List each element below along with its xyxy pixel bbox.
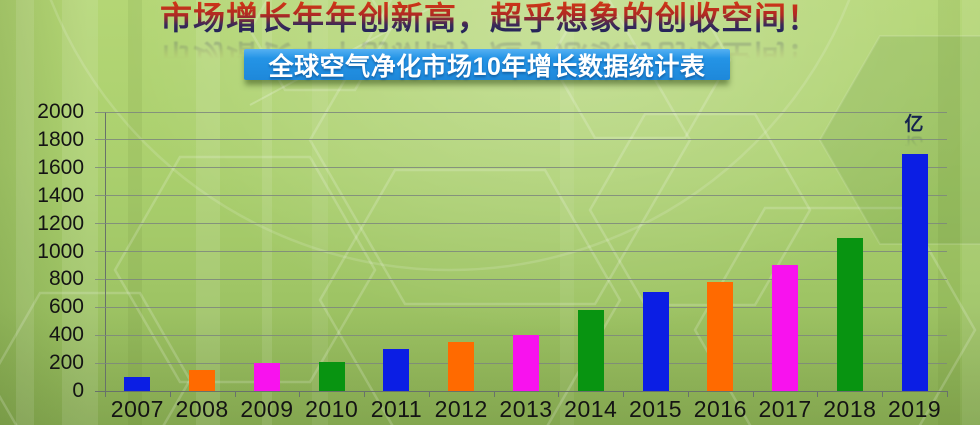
- x-axis-tick: [947, 391, 948, 397]
- bar-2010: [318, 361, 345, 391]
- gridline-600: [95, 306, 947, 308]
- background-stripe: [962, 0, 980, 425]
- y-axis-label: 600: [48, 295, 84, 319]
- x-axis-tick: [493, 391, 495, 397]
- y-axis-label: 2000: [37, 100, 84, 123]
- bar-2017: [772, 265, 799, 391]
- bar-2013: [513, 335, 539, 391]
- bar-2019: [901, 153, 928, 391]
- x-axis-label: 2016: [693, 396, 747, 422]
- y-axis-label: 1400: [37, 183, 84, 207]
- x-axis-label: 2018: [823, 396, 877, 422]
- gridline-1400: [95, 195, 947, 197]
- bar-2018: [836, 237, 863, 391]
- y-axis-label: 1000: [37, 239, 84, 263]
- y-axis-label: 1800: [37, 127, 84, 151]
- x-axis-tick: [299, 391, 301, 397]
- bar-2014: [577, 310, 604, 391]
- x-axis-tick: [687, 391, 689, 397]
- x-axis-label: 2012: [434, 396, 488, 422]
- unit-label: 亿: [904, 114, 924, 135]
- background-stripe: [128, 0, 142, 425]
- x-axis-label: 2010: [305, 396, 359, 422]
- bar-2007: [124, 377, 151, 391]
- gridline-1200: [95, 223, 947, 225]
- x-axis-tick: [105, 391, 106, 397]
- x-axis-tick: [752, 391, 754, 397]
- headline: 市场增长年年创新高，超乎想象的创收空间！: [0, 0, 980, 37]
- gridline-2000: [95, 111, 947, 113]
- y-axis-line: [105, 112, 106, 397]
- x-axis-tick: [882, 391, 884, 397]
- bar-2012: [448, 342, 475, 391]
- gridline-1800: [95, 139, 947, 141]
- chart-title-banner: 全球空气净化市场10年增长数据统计表: [244, 49, 730, 81]
- x-axis-tick: [364, 391, 366, 397]
- background-stripe: [560, 0, 574, 425]
- x-axis-label: 2011: [370, 396, 423, 422]
- x-axis-label: 2013: [499, 396, 553, 422]
- x-axis-label: 2017: [758, 396, 812, 422]
- x-axis-label: 2008: [175, 396, 229, 422]
- x-axis-label: 2019: [888, 396, 942, 422]
- x-axis-label: 2007: [110, 396, 164, 422]
- x-axis-label: 2014: [564, 396, 618, 422]
- background-stripe: [16, 0, 34, 425]
- y-axis-label: 0: [72, 379, 84, 402]
- bar-2011: [383, 349, 410, 391]
- x-axis-label: 2009: [240, 396, 294, 422]
- gridline-0: [95, 390, 947, 392]
- background-stripe: [62, 0, 98, 425]
- x-axis-tick: [817, 391, 819, 397]
- x-axis-tick: [623, 391, 625, 397]
- bar-2008: [189, 370, 216, 391]
- x-axis-tick: [428, 391, 430, 397]
- bar-2015: [642, 291, 669, 391]
- background-stripe: [262, 0, 272, 425]
- background-stripe: [312, 0, 328, 425]
- background-stripe: [938, 0, 960, 425]
- x-axis-tick: [234, 391, 236, 397]
- y-axis-label: 1600: [37, 155, 84, 179]
- background-stripe: [196, 0, 220, 425]
- gridline-1600: [95, 167, 947, 169]
- y-axis-label: 1200: [37, 211, 84, 235]
- x-axis-tick: [169, 391, 171, 397]
- y-axis-label: 200: [48, 351, 84, 375]
- bar-2009: [253, 363, 280, 391]
- x-axis-tick: [558, 391, 560, 397]
- y-axis-label: 800: [48, 267, 84, 291]
- gridline-800: [95, 278, 947, 280]
- gridline-1000: [95, 251, 947, 252]
- x-axis-label: 2015: [628, 396, 683, 422]
- y-axis-label: 400: [48, 323, 84, 347]
- bar-2016: [707, 282, 734, 391]
